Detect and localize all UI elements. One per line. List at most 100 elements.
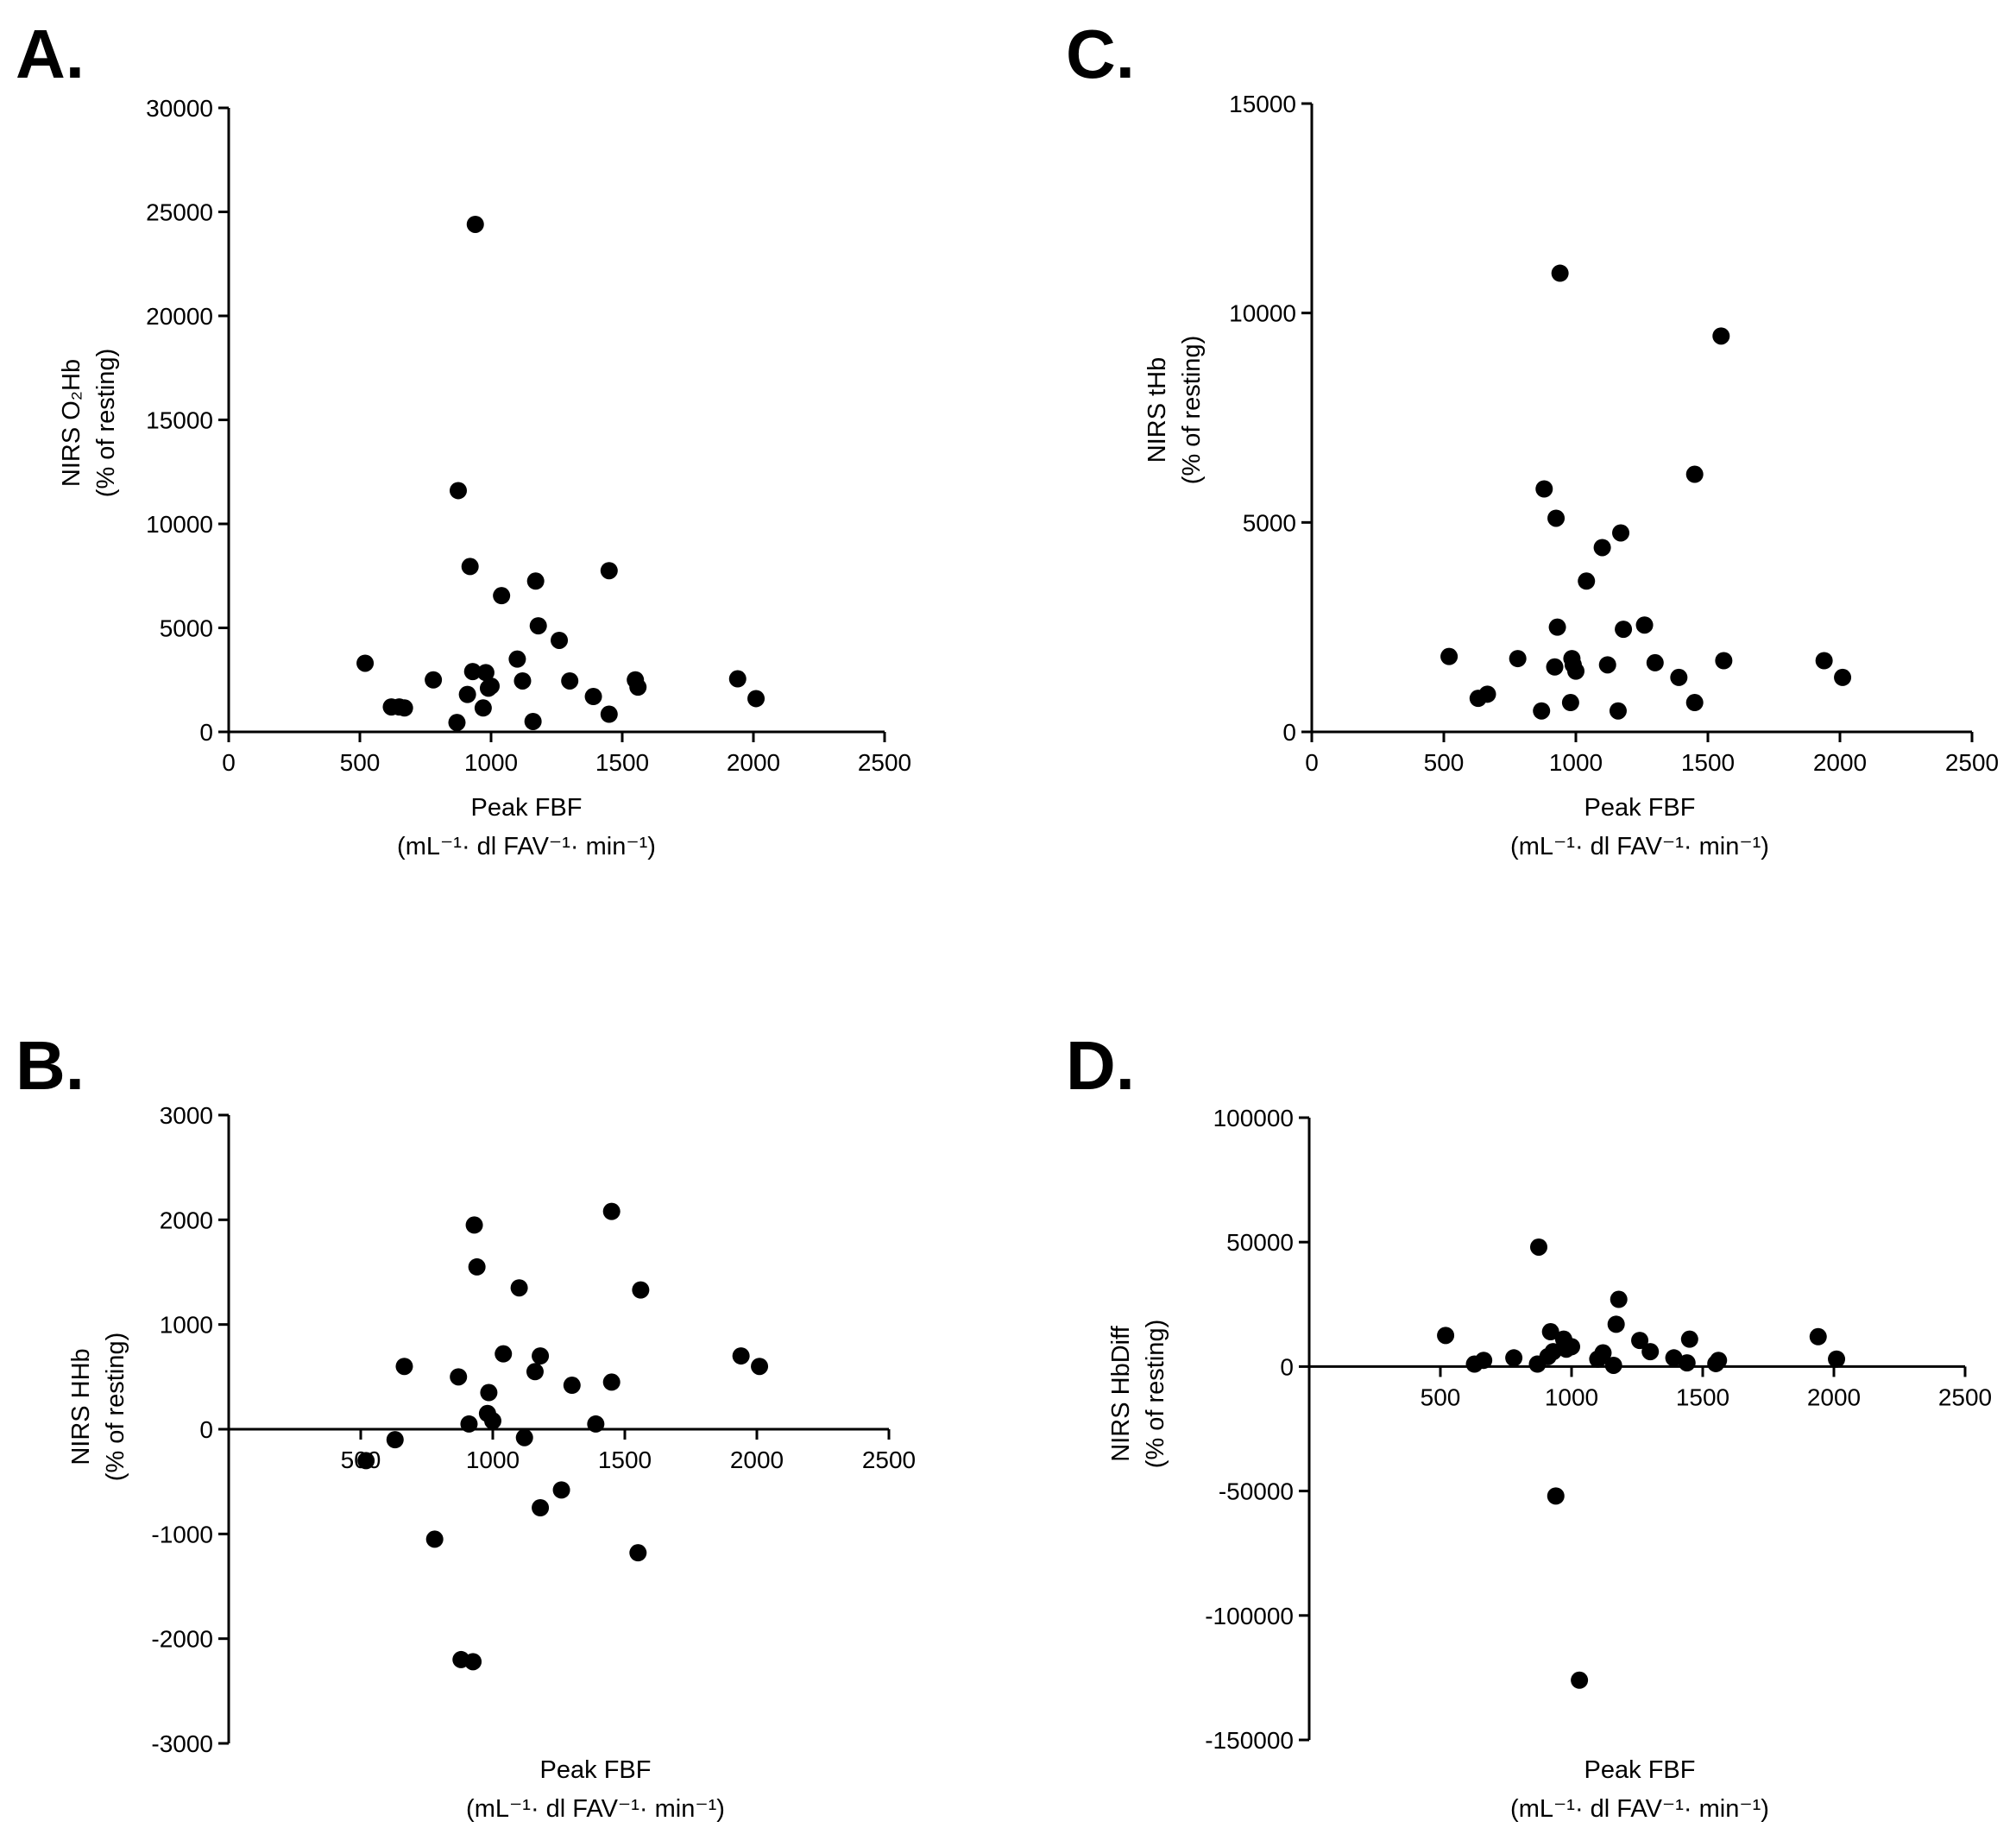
panel-a-x-tick-label: 2500 [858, 749, 911, 776]
panel-b-data-point [495, 1345, 513, 1363]
panel-b-x-tick-label: 2500 [862, 1446, 916, 1473]
panel-c-x-tick-label: 2500 [1945, 749, 1999, 776]
panel-b-y-tick-label: -3000 [151, 1730, 213, 1757]
panel-c-data-point [1715, 652, 1733, 670]
panel-d-x-axis-title: Peak FBF [1584, 1756, 1696, 1784]
panel-b-data-point [480, 1383, 498, 1402]
panel-a-data-point [747, 690, 765, 708]
panel-a-data-point [508, 650, 526, 668]
panel-c-data-point [1834, 668, 1852, 686]
panel-d-label: D. [1066, 1027, 1135, 1104]
panel-b-data-point [629, 1544, 647, 1562]
panel-c-y-tick-label: 0 [1282, 719, 1296, 746]
panel-b-data-point [395, 1358, 413, 1376]
panel-a-data-point [561, 671, 579, 690]
panel-c-x-tick-label: 0 [1305, 749, 1319, 776]
panel-b-data-point [532, 1347, 550, 1365]
panel-d-data-point [1604, 1356, 1622, 1374]
panel-d-data-point [1607, 1315, 1625, 1333]
panel-d-data-point [1610, 1290, 1628, 1308]
panel-c-data-point [1712, 327, 1730, 345]
panel-a-data-point [600, 705, 618, 723]
panel-a-y-tick-label: 10000 [146, 511, 213, 538]
panel-c-data-point [1440, 647, 1458, 665]
panel-d-data-point [1631, 1332, 1649, 1350]
panel-b-data-point [425, 1530, 444, 1548]
panel-a: A. 0 5000 10000 15000 20000 25000 30000 0 500 100… [16, 16, 911, 860]
panel-a-data-point [529, 617, 547, 635]
panel-b-y-tick-label: 3000 [160, 1102, 213, 1129]
panel-c-data-point [1685, 694, 1704, 712]
panel-c-data-point [1593, 539, 1611, 557]
panel-d-data-point [1809, 1327, 1827, 1346]
panel-a-data-point [463, 663, 482, 681]
panel-c-data-point [1509, 650, 1527, 668]
panel-a-data-point [425, 671, 443, 689]
panel-d-y-tick-label: -150000 [1205, 1727, 1294, 1754]
panel-d-data-point [1828, 1350, 1846, 1368]
panel-a-data-point [584, 688, 602, 706]
panel-d-y-tick-label: -50000 [1219, 1478, 1294, 1505]
panel-a-data-point [476, 664, 495, 682]
panel-a-data-point [482, 677, 500, 695]
panel-d-data-point [1563, 1338, 1580, 1356]
panel-c-data-point [1635, 616, 1654, 634]
panel-d-data-point [1665, 1349, 1683, 1367]
panel-d-data-point [1475, 1352, 1493, 1370]
panel-c-data-point [1598, 656, 1616, 674]
panel-b-data-point [460, 1415, 478, 1433]
panel-d-data-point [1594, 1344, 1612, 1362]
panel-b-data-point [602, 1373, 621, 1391]
panel-b-y-axis-title: NIRS HHb [67, 1348, 95, 1465]
panel-a-data-point [728, 670, 747, 688]
panel-c-data-point [1615, 621, 1633, 639]
panel-a-y-tick-label: 15000 [146, 407, 213, 434]
panel-c-data-point [1612, 524, 1630, 542]
panel-c-data-point [1551, 264, 1569, 282]
panel-b-x-tick-label: 1500 [598, 1446, 652, 1473]
panel-d: D. -150000 -100000 -50000 0 50000 100000 500 10… [1066, 1027, 1992, 1823]
panel-a-y-tick-label: 25000 [146, 199, 213, 226]
panel-a-plot: 0 5000 10000 15000 20000 25000 30000 0 500 1000 15… [146, 95, 911, 776]
panel-c-data-point [1646, 653, 1664, 671]
panel-d-data-point [1530, 1238, 1547, 1256]
panel-b-data-point [468, 1257, 486, 1276]
panel-b-y-tick-label: 2000 [160, 1207, 213, 1233]
panel-d-data-point [1505, 1349, 1523, 1367]
panel-b-data-point [484, 1412, 501, 1430]
panel-b-label: B. [16, 1027, 85, 1104]
panel-b-data-point [587, 1415, 605, 1433]
panel-a-data-point [461, 558, 479, 576]
panel-c-x-tick-label: 500 [1424, 749, 1465, 776]
panel-d-x-tick-label: 500 [1421, 1383, 1461, 1410]
panel-b-y-axis-unit: (% of resting) [102, 1333, 129, 1481]
panel-c-data-point [1547, 509, 1566, 527]
panel-b-y-tick-label: -2000 [151, 1626, 213, 1653]
panel-c-x-tick-label: 2000 [1813, 749, 1867, 776]
panel-c-x-tick-label: 1500 [1681, 749, 1735, 776]
panel-d-data-point [1547, 1487, 1565, 1505]
panel-c-data-point [1535, 480, 1553, 498]
panel-d-y-axis-title: NIRS HbDiff [1107, 1325, 1135, 1461]
panel-c-data-point [1533, 702, 1551, 720]
panel-c-data-point [1670, 668, 1688, 686]
panel-a-y-tick-label: 5000 [160, 615, 213, 642]
panel-c-data-point [1578, 572, 1596, 590]
panel-a-y-tick-label: 20000 [146, 303, 213, 330]
panel-c-plot: 0 5000 10000 15000 0 500 1000 1500 2000 2500 [1229, 91, 1999, 776]
panel-b-data-point [751, 1358, 769, 1376]
panel-b-x-tick-label: 1000 [466, 1446, 520, 1473]
panel-a-data-point [493, 587, 511, 605]
panel-a-y-tick-label: 0 [199, 719, 213, 746]
panel-b-y-tick-label: 0 [199, 1416, 213, 1443]
panel-a-data-point [629, 678, 647, 696]
panel-a-data-point [524, 712, 542, 730]
panel-c-x-tick-label: 1000 [1549, 749, 1603, 776]
panel-d-x-tick-label: 1000 [1545, 1383, 1598, 1410]
panel-b-y-tick-label: 1000 [160, 1312, 213, 1339]
panel-d-data-point [1437, 1327, 1455, 1345]
panel-c-y-axis-unit: (% of resting) [1178, 336, 1206, 484]
panel-a-data-point [466, 215, 484, 233]
panel-a-data-point [395, 699, 413, 717]
